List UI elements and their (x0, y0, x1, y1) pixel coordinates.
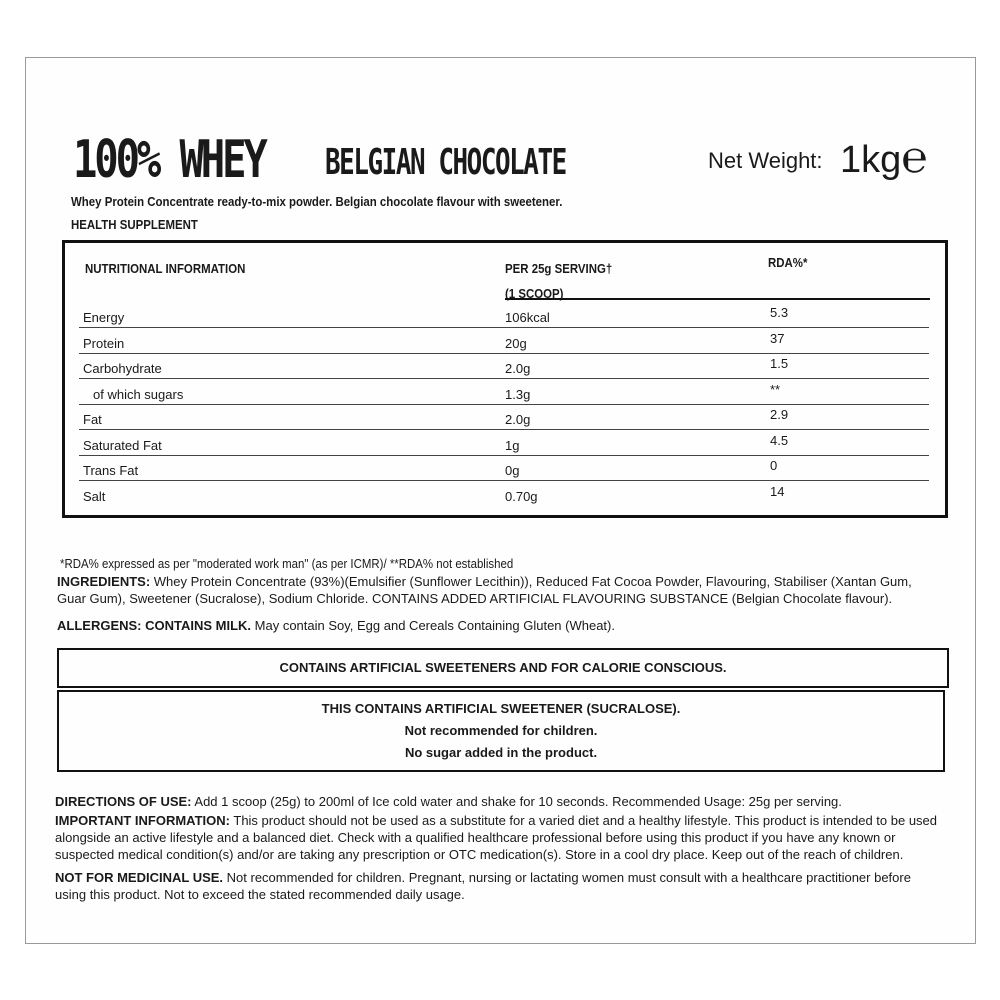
directions-of-use: DIRECTIONS OF USE: Add 1 scoop (25g) to … (55, 794, 842, 809)
nutrient-label: of which sugars (93, 386, 184, 402)
nutrient-rda: 0 (770, 458, 778, 473)
nutrient-rda: 37 (770, 330, 785, 346)
nutrient-rda: 4.5 (770, 432, 789, 448)
nutrition-row: Trans Fat 0g 0 (65, 458, 945, 483)
nutrient-value: 1.3g (505, 386, 531, 402)
nutrient-label: Salt (83, 488, 106, 504)
row-divider (79, 480, 929, 481)
product-title: 100% WHEY (73, 130, 268, 190)
nutrition-row: of which sugars 1.3g ** (65, 382, 945, 407)
nutrition-row: Energy 106kcal 5.3 (65, 305, 945, 330)
nutrient-value: 20g (505, 335, 527, 351)
nutrition-header-serving: PER 25g SERVING† (505, 261, 613, 276)
sweetener-notice-box: CONTAINS ARTIFICIAL SWEETENERS AND FOR C… (57, 648, 949, 688)
nutrient-label: Energy (83, 310, 125, 325)
nutrition-header-label: NUTRITIONAL INFORMATION (85, 261, 246, 276)
product-flavour: BELGIAN CHOCOLATE (325, 142, 567, 183)
row-divider (79, 429, 929, 430)
children-notice: Not recommended for children. (404, 723, 598, 738)
nutrient-value: 106kcal (505, 310, 550, 325)
row-divider (79, 403, 929, 405)
allergens: ALLERGENS: CONTAINS MILK. May contain So… (57, 618, 615, 633)
sucralose-notice-box: THIS CONTAINS ARTIFICIAL SWEETENER (SUCR… (57, 690, 945, 772)
important-information: IMPORTANT INFORMATION: This product shou… (55, 813, 938, 862)
nutrient-label: Fat (83, 412, 102, 427)
nutrient-rda: 2.9 (770, 407, 789, 422)
nutrient-rda: 1.5 (770, 356, 789, 371)
nutrition-row: Protein 20g 37 (65, 331, 945, 356)
nutrient-label: Carbohydrate (83, 361, 162, 376)
row-divider (79, 454, 929, 456)
label-panel (25, 57, 976, 944)
estimated-sign-icon: ℮ (901, 133, 928, 182)
nutrient-value: 0.70g (505, 488, 538, 504)
ingredients: INGREDIENTS: Whey Protein Concentrate (9… (57, 574, 912, 606)
net-weight-value: 1kg℮ (840, 133, 928, 182)
net-weight-label: Net Weight: (708, 148, 823, 173)
rda-footnote: *RDA% expressed as per "moderated work m… (60, 556, 514, 571)
nutrient-value: 2.0g (505, 361, 531, 376)
sucralose-notice: THIS CONTAINS ARTIFICIAL SWEETENER (SUCR… (321, 701, 681, 716)
nutrition-header-rda: RDA%* (768, 255, 808, 270)
nutrition-row: Carbohydrate 2.0g 1.5 (65, 356, 945, 381)
nutrient-value: 2.0g (505, 412, 531, 427)
nutrition-table: NUTRITIONAL INFORMATION PER 25g SERVING†… (62, 240, 948, 518)
nutrient-rda: 5.3 (770, 305, 789, 320)
row-divider (79, 327, 929, 328)
nutrient-value: 0g (505, 463, 520, 478)
nutrient-rda: ** (770, 381, 781, 397)
nutrient-label: Saturated Fat (83, 437, 162, 453)
row-divider (79, 352, 929, 354)
nutrition-header-serving-note: (1 SCOOP) (505, 286, 564, 301)
nutrient-label: Protein (83, 335, 125, 351)
row-divider (79, 378, 929, 379)
nutrient-rda: 14 (770, 483, 785, 499)
nutrition-row: Salt 0.70g 14 (65, 484, 945, 509)
product-category: HEALTH SUPPLEMENT (71, 217, 198, 232)
nutrient-label: Trans Fat (83, 463, 139, 478)
product-description: Whey Protein Concentrate ready-to-mix po… (71, 194, 563, 209)
nutrition-row: Fat 2.0g 2.9 (65, 407, 945, 432)
nutrient-value: 1g (505, 437, 520, 453)
not-for-medicinal-use: NOT FOR MEDICINAL USE. Not recommended f… (55, 870, 911, 902)
nutrition-row: Saturated Fat 1g 4.5 (65, 433, 945, 458)
no-sugar-notice: No sugar added in the product. (404, 745, 598, 760)
